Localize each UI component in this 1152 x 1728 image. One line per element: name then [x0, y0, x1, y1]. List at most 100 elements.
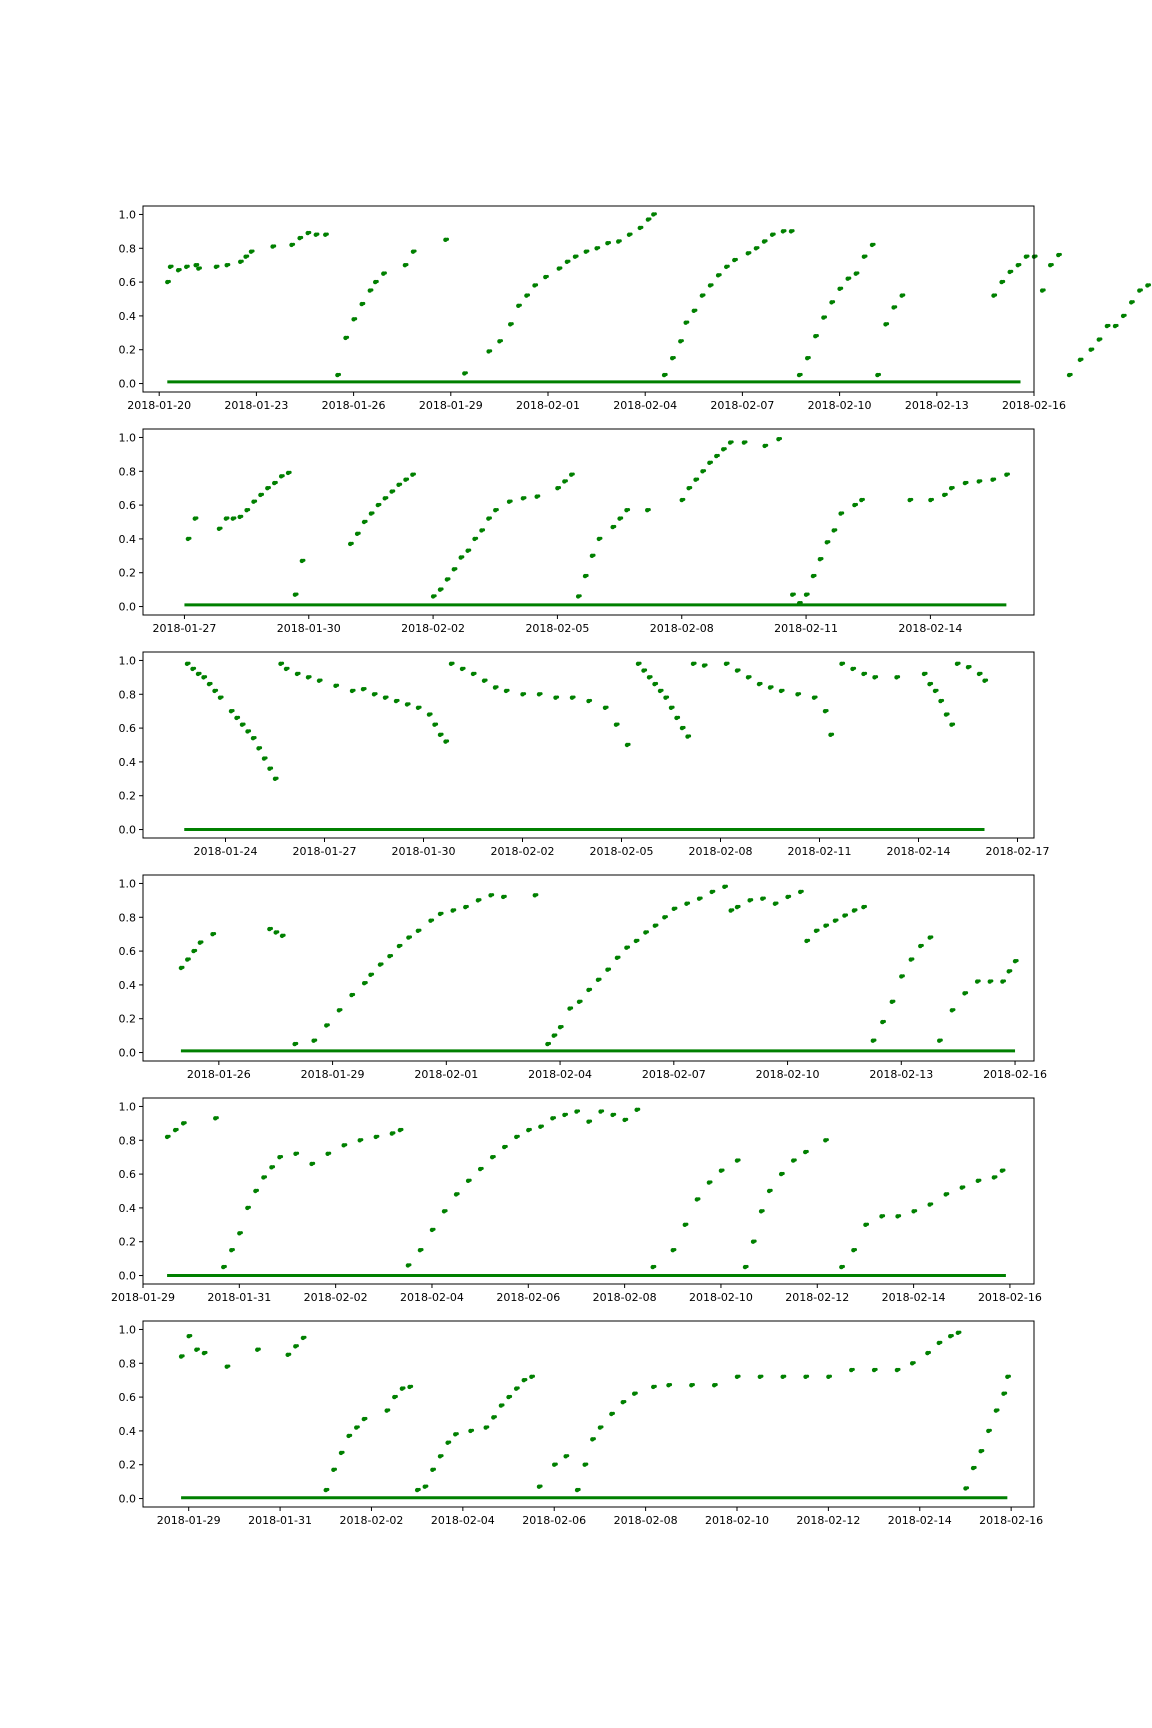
data-point [400, 1127, 404, 1132]
data-point [1002, 279, 1006, 284]
data-point [823, 315, 828, 319]
data-point [571, 472, 575, 476]
data-point [260, 492, 265, 496]
data-point [451, 661, 455, 665]
data-point [462, 666, 466, 670]
data-point [946, 712, 950, 716]
data-point [295, 1151, 300, 1155]
data-point [432, 1227, 436, 1231]
data-point [600, 1109, 605, 1113]
data-point [841, 661, 846, 665]
data-point [531, 1374, 535, 1378]
data-point [363, 687, 367, 691]
x-tick-label: 2018-02-02 [491, 845, 555, 858]
panel-6: 0.0 0.2 0.4 0.6 0.8 1.0 2018-01-29 2018-01-31 20… [119, 1320, 1043, 1527]
data-point [770, 685, 774, 689]
data-point [625, 1117, 629, 1121]
x-tick-label: 2018-02-16 [979, 1514, 1043, 1527]
data-point [193, 948, 198, 953]
data-point [240, 514, 244, 518]
data-point [196, 262, 200, 267]
data-point [939, 1340, 943, 1344]
data-point [881, 1214, 886, 1218]
data-point [499, 339, 503, 343]
data-point [339, 1008, 343, 1012]
data-point [554, 1462, 558, 1466]
data-point [258, 746, 263, 750]
data-point [577, 1487, 581, 1492]
data-point [269, 766, 274, 770]
data-point [352, 688, 356, 692]
data-point [734, 257, 738, 262]
data-point [204, 1350, 208, 1355]
data-point [295, 592, 299, 596]
data-point [901, 974, 905, 978]
data-point [280, 661, 285, 665]
data-point [853, 1247, 857, 1252]
data-point [325, 232, 329, 236]
data-point [552, 1116, 556, 1120]
data-point [302, 558, 306, 562]
data-point [579, 999, 583, 1003]
data-point [247, 507, 251, 512]
data-point [349, 1433, 353, 1437]
data-point [408, 935, 413, 939]
data-point [640, 225, 644, 229]
axes-frame [142, 1320, 1035, 1508]
data-point [674, 906, 678, 910]
data-point [588, 987, 593, 991]
data-point [710, 283, 714, 287]
data-point [344, 1143, 348, 1147]
data-point [911, 957, 915, 961]
data-point [465, 904, 469, 909]
data-point [778, 436, 783, 441]
y-tick-label: 1.0 [119, 877, 137, 890]
data-point [239, 1231, 243, 1235]
x-tick-label: 2018-02-16 [978, 1291, 1042, 1304]
data-point [737, 1374, 741, 1378]
data-point [655, 923, 659, 927]
x-tick-label: 2018-02-11 [788, 845, 852, 858]
data-point [226, 516, 230, 520]
data-point [554, 1033, 558, 1037]
data-point [598, 977, 602, 981]
data-point [815, 334, 819, 338]
data-point [835, 918, 839, 922]
data-point [264, 756, 268, 760]
data-point [935, 688, 939, 692]
data-point [387, 1408, 391, 1412]
y-tick-label: 0.6 [119, 1391, 137, 1404]
data-point [979, 479, 983, 483]
data-point [564, 1112, 569, 1116]
data-point [783, 1374, 787, 1378]
plot-area [143, 1321, 1034, 1507]
data-point [178, 268, 182, 272]
data-point [557, 485, 562, 490]
data-point [407, 702, 411, 706]
y-tick-label: 0.4 [119, 979, 137, 992]
data-point [979, 671, 983, 675]
data-point [489, 349, 493, 353]
data-point [588, 698, 593, 703]
data-point [944, 492, 948, 496]
data-point [486, 1425, 490, 1429]
data-point [351, 992, 356, 997]
data-point [480, 1166, 484, 1171]
data-point [787, 894, 792, 898]
data-point [183, 1121, 187, 1125]
data-point [295, 1344, 299, 1348]
data-point [198, 671, 202, 675]
data-point [737, 904, 741, 909]
data-point [291, 242, 296, 246]
data-point [930, 935, 934, 939]
data-point [807, 355, 811, 360]
data-point [433, 594, 437, 598]
data-point [990, 979, 994, 983]
data-point [629, 232, 633, 236]
data-point [643, 668, 648, 672]
data-point [902, 293, 906, 297]
data-point [540, 1124, 544, 1128]
data-point [394, 1394, 398, 1399]
data-point [186, 264, 190, 268]
